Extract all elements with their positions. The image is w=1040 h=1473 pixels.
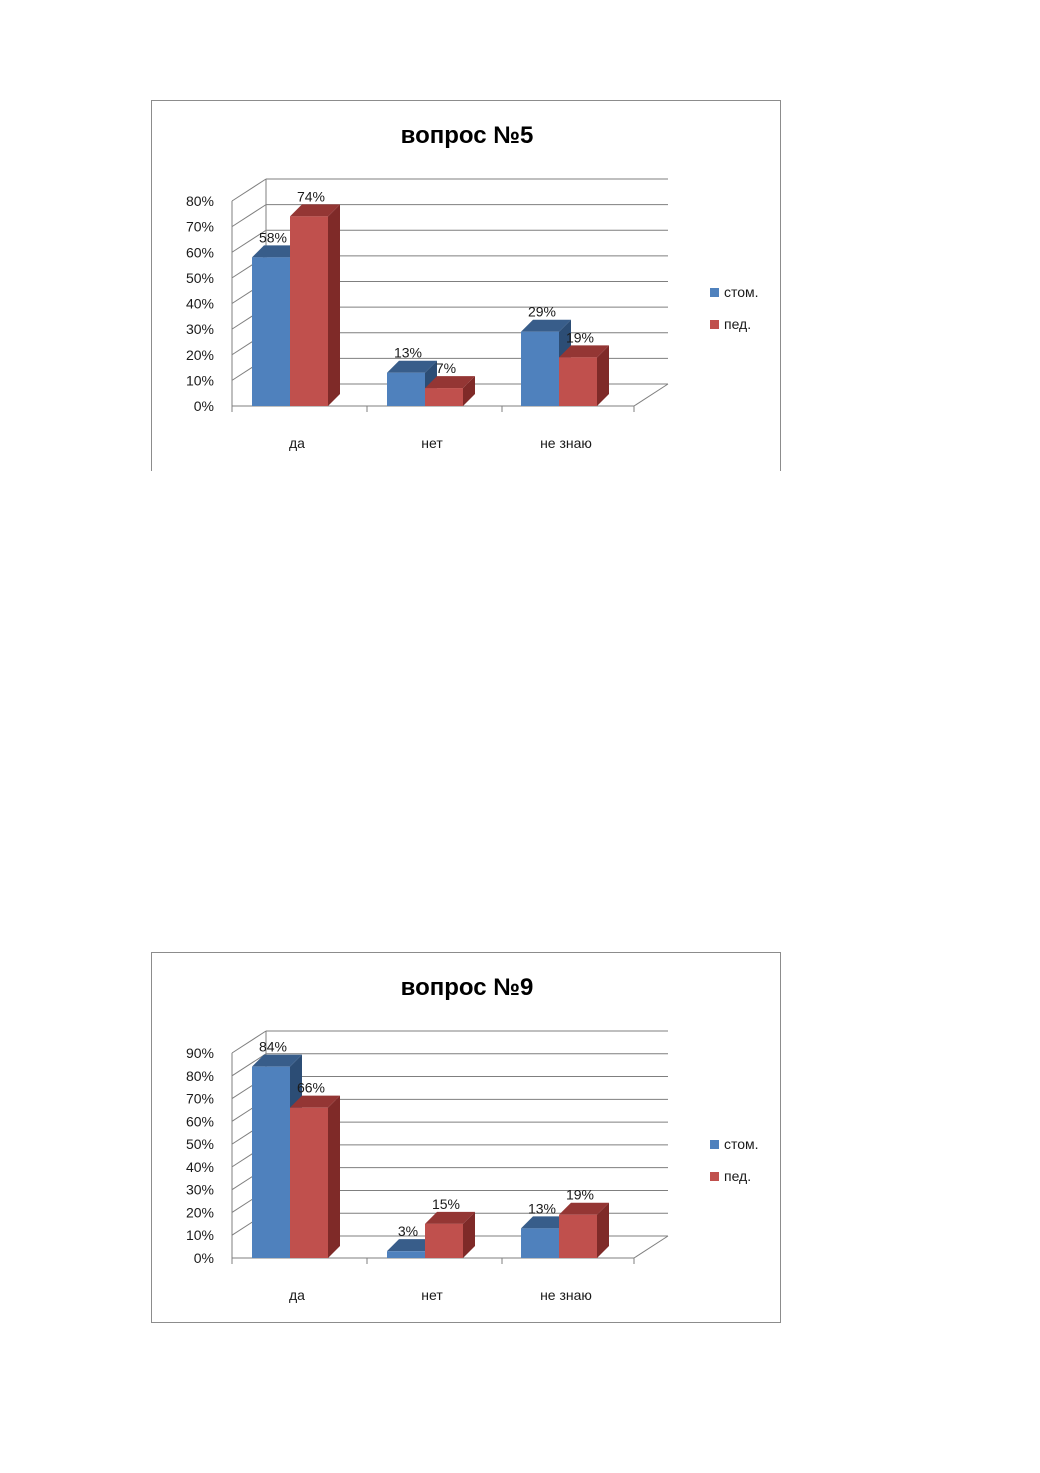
data-label: 19% bbox=[566, 329, 594, 345]
bar-series-2 bbox=[559, 1202, 609, 1258]
side-gridline bbox=[231, 178, 267, 202]
y-tick-label: 20% bbox=[186, 1204, 214, 1220]
category-label: нет bbox=[421, 435, 443, 451]
legend-label: пед. bbox=[724, 1168, 751, 1184]
y-tick-label: 60% bbox=[186, 1113, 214, 1129]
data-label: 19% bbox=[566, 1187, 594, 1203]
category-label: не знаю bbox=[540, 435, 592, 451]
y-tick-label: 0% bbox=[194, 398, 214, 414]
data-label: 74% bbox=[297, 188, 325, 204]
y-tick-label: 50% bbox=[186, 1136, 214, 1152]
legend-label: стом. bbox=[724, 1136, 759, 1152]
category-label: не знаю bbox=[540, 1287, 592, 1303]
category-label: да bbox=[289, 1287, 305, 1303]
y-tick-label: 60% bbox=[186, 244, 214, 260]
side-gridline bbox=[231, 204, 267, 228]
y-tick-label: 40% bbox=[186, 296, 214, 312]
data-label: 13% bbox=[528, 1200, 556, 1216]
y-tick-label: 30% bbox=[186, 321, 214, 337]
bar-series-2 bbox=[559, 345, 609, 406]
y-tick-label: 10% bbox=[186, 372, 214, 388]
data-label: 29% bbox=[528, 304, 556, 320]
data-label: 13% bbox=[394, 345, 422, 361]
chart-question-9: вопрос №9 0% 10% 20% 30% 40% 50% 60% 70% 80% 90% 84… bbox=[151, 952, 781, 1323]
y-tick-label: 90% bbox=[186, 1045, 214, 1061]
y-tick-label: 70% bbox=[186, 219, 214, 235]
legend-swatch bbox=[710, 320, 719, 329]
chart-svg-question-5: вопрос №5 0% 10% 20% 30% 40% 50% 60% 70% 80% 58% 74… bbox=[186, 122, 759, 451]
bar-series-2 bbox=[290, 1095, 340, 1258]
data-label: 58% bbox=[259, 229, 287, 245]
legend-label: стом. bbox=[724, 284, 759, 300]
y-tick-label: 10% bbox=[186, 1227, 214, 1243]
y-tick-label: 40% bbox=[186, 1159, 214, 1175]
floor-right-edge bbox=[633, 1235, 669, 1259]
category-label: да bbox=[289, 435, 305, 451]
side-gridline bbox=[231, 229, 267, 253]
data-label: 3% bbox=[398, 1223, 418, 1239]
legend-swatch bbox=[710, 288, 719, 297]
chart-svg-question-9: вопрос №9 0% 10% 20% 30% 40% 50% 60% 70% 80% 90% 84… bbox=[186, 974, 759, 1303]
bar-series-2 bbox=[425, 376, 475, 406]
side-gridline bbox=[231, 1053, 267, 1077]
y-tick-label: 70% bbox=[186, 1091, 214, 1107]
legend-swatch bbox=[710, 1172, 719, 1181]
category-label: нет bbox=[421, 1287, 443, 1303]
y-tick-label: 50% bbox=[186, 270, 214, 286]
chart-title: вопрос №9 bbox=[401, 974, 534, 1001]
data-label: 15% bbox=[432, 1196, 460, 1212]
legend-label: пед. bbox=[724, 316, 751, 332]
data-label: 66% bbox=[297, 1080, 325, 1096]
y-tick-label: 80% bbox=[186, 193, 214, 209]
legend-swatch bbox=[710, 1140, 719, 1149]
y-tick-label: 80% bbox=[186, 1068, 214, 1084]
chart-question-5: вопрос №5 0% 10% 20% 30% 40% 50% 60% 70% 80% 58% 74… bbox=[151, 100, 781, 471]
bar-series-2 bbox=[290, 204, 340, 406]
data-label: 7% bbox=[436, 360, 456, 376]
chart-title: вопрос №5 bbox=[401, 122, 534, 149]
data-label: 84% bbox=[259, 1039, 287, 1055]
y-tick-label: 20% bbox=[186, 347, 214, 363]
y-tick-label: 0% bbox=[194, 1250, 214, 1266]
y-tick-label: 30% bbox=[186, 1182, 214, 1198]
bar-series-2 bbox=[425, 1211, 475, 1258]
floor-right-edge bbox=[633, 383, 669, 407]
side-gridline bbox=[231, 1030, 267, 1054]
